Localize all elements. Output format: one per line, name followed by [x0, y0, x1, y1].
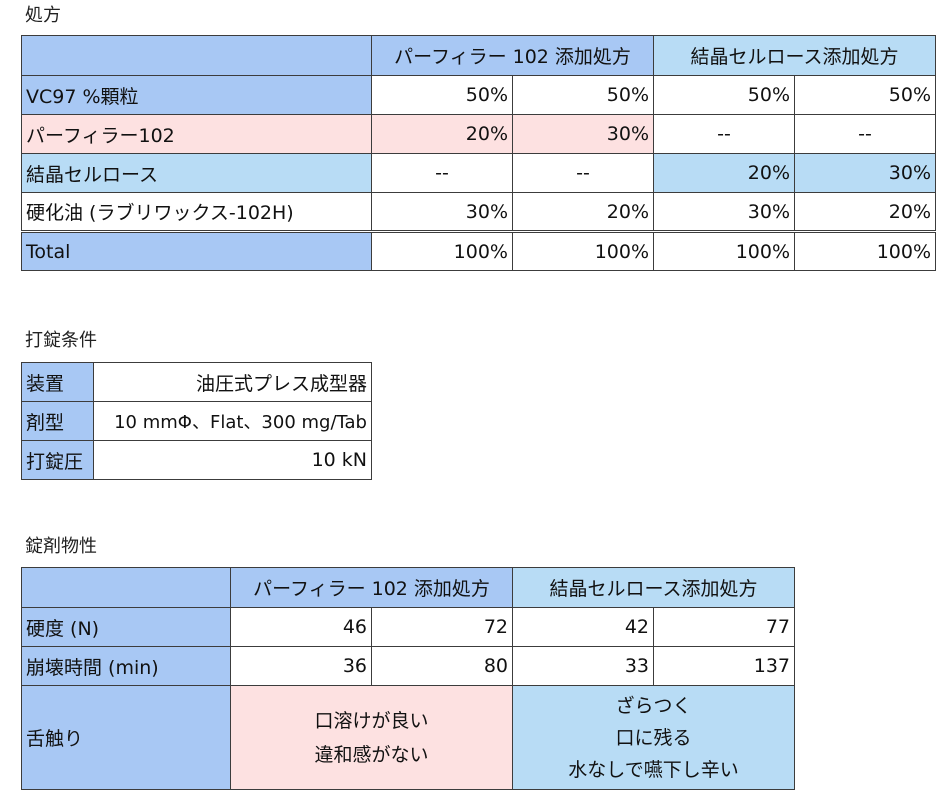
table-cell: 30% [653, 192, 796, 232]
table-cell: 80 [370, 646, 514, 686]
formulation-header-row: パーフィラー 102 添加処方 結晶セルロース添加処方 [21, 35, 937, 76]
formulation-header-corner [21, 35, 372, 76]
mouthfeel-text: 口に残る [615, 726, 692, 749]
table-row: VC97 %顆粒 50% 50% 50% 50% [21, 75, 937, 115]
tableting-table: 装置 油圧式プレス成型器 剤型 10 mmΦ、Flat、300 mg/Tab 打… [21, 362, 372, 480]
table-cell: 100% [511, 230, 655, 271]
table-cell: 100% [794, 230, 937, 271]
table-cell: 10 kN [93, 440, 372, 480]
row-label: 結晶セルロース [21, 153, 372, 193]
table-cell: 33 [512, 646, 655, 686]
table-cell: 20% [653, 153, 796, 193]
table-cell: 137 [653, 646, 796, 686]
table-cell: 50% [511, 75, 655, 115]
table-row: 硬化油 (ラブリワックス-102H) 30% 20% 30% 20% [21, 192, 937, 232]
mouthfeel-cellulose-cell: ざらつく 口に残る 水なしで嚥下し辛い [512, 685, 796, 790]
table-cell: -- [794, 114, 937, 154]
row-label: 崩壊時間 (min) [21, 646, 231, 686]
row-label: 打錠圧 [21, 440, 94, 480]
table-cell: 72 [370, 607, 514, 647]
row-label: 舌触り [21, 685, 231, 790]
table-cell: 30% [371, 192, 513, 232]
table-cell: -- [511, 153, 655, 193]
row-label: 剤型 [21, 401, 94, 441]
table-cell: 77 [653, 607, 796, 647]
row-label: 硬化油 (ラブリワックス-102H) [21, 192, 372, 232]
table-cell: 36 [230, 646, 372, 686]
properties-table: パーフィラー 102 添加処方 結晶セルロース添加処方 硬度 (N) 46 72… [21, 567, 796, 790]
table-cell: 20% [511, 192, 655, 232]
properties-header-row: パーフィラー 102 添加処方 結晶セルロース添加処方 [21, 567, 796, 608]
formulation-table: パーフィラー 102 添加処方 結晶セルロース添加処方 VC97 %顆粒 50%… [21, 35, 937, 271]
mouthfeel-perfiller-cell: 口溶けが良い 違和感がない [229, 685, 514, 790]
row-label: VC97 %顆粒 [21, 75, 372, 115]
properties-title: 錠剤物性 [25, 536, 97, 557]
table-cell: 10 mmΦ、Flat、300 mg/Tab [93, 401, 372, 441]
formulation-header-perfiller: パーフィラー 102 添加処方 [370, 35, 655, 76]
table-cell: 50% [794, 75, 937, 115]
table-cell: 46 [230, 607, 372, 647]
table-row: 打錠圧 10 kN [21, 440, 372, 480]
table-cell: 30% [511, 114, 655, 154]
table-row: 硬度 (N) 46 72 42 77 [21, 607, 796, 647]
table-cell: 100% [371, 230, 513, 271]
table-cell: 50% [653, 75, 796, 115]
total-row: Total 100% 100% 100% 100% [21, 230, 937, 271]
table-row: 結晶セルロース -- -- 20% 30% [21, 153, 937, 193]
mouthfeel-row: 舌触り 口溶けが良い 違和感がない ざらつく 口に残る 水なしで嚥下し辛い [21, 685, 796, 790]
table-row: 崩壊時間 (min) 36 80 33 137 [21, 646, 796, 686]
tableting-title: 打錠条件 [25, 330, 97, 351]
formulation-title: 処方 [25, 5, 61, 26]
properties-header-corner [21, 567, 231, 608]
row-label: 硬度 (N) [21, 607, 231, 647]
mouthfeel-text: 違和感がない [314, 743, 429, 766]
table-cell: -- [371, 153, 513, 193]
row-label: Total [21, 230, 372, 271]
table-cell: 30% [794, 153, 937, 193]
formulation-header-cellulose: 結晶セルロース添加処方 [653, 35, 937, 76]
table-cell: 20% [371, 114, 513, 154]
table-row: 装置 油圧式プレス成型器 [21, 362, 372, 402]
table-cell: 100% [653, 230, 796, 271]
table-cell: 50% [371, 75, 513, 115]
mouthfeel-text: ざらつく [615, 694, 692, 717]
table-cell: 42 [512, 607, 655, 647]
row-label: 装置 [21, 362, 94, 402]
table-row: パーフィラー102 20% 30% -- -- [21, 114, 937, 154]
row-label: パーフィラー102 [21, 114, 372, 154]
properties-header-cellulose: 結晶セルロース添加処方 [512, 567, 796, 608]
table-row: 剤型 10 mmΦ、Flat、300 mg/Tab [21, 401, 372, 441]
table-cell: 油圧式プレス成型器 [93, 362, 372, 402]
properties-header-perfiller: パーフィラー 102 添加処方 [229, 567, 514, 608]
mouthfeel-text: 水なしで嚥下し辛い [568, 758, 739, 781]
table-cell: -- [653, 114, 796, 154]
table-cell: 20% [794, 192, 937, 232]
mouthfeel-text: 口溶けが良い [314, 709, 429, 732]
